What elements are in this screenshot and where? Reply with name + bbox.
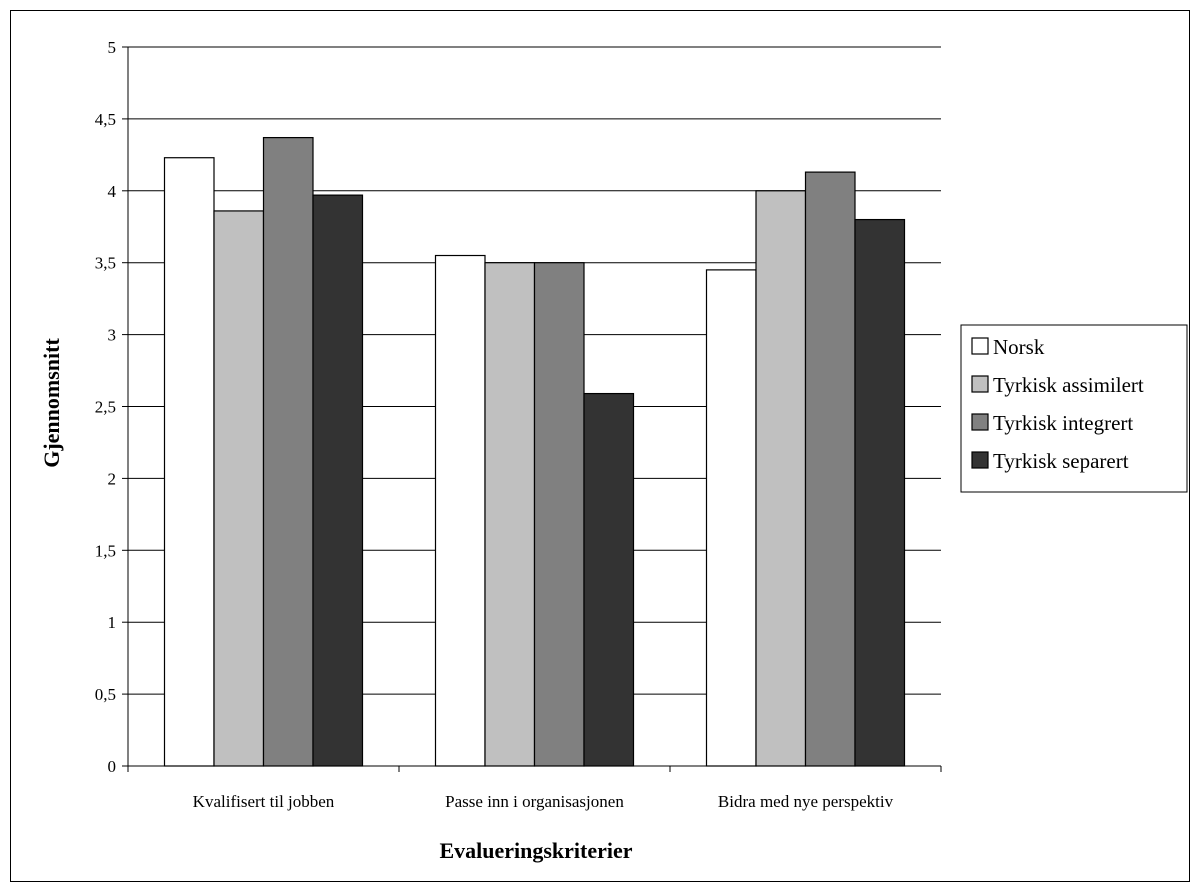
legend-swatch <box>971 451 989 469</box>
x-tick-label: Passe inn i organisasjonen <box>445 792 624 811</box>
bar <box>804 171 856 767</box>
legend-label: Norsk <box>993 335 1045 359</box>
bar <box>213 210 265 767</box>
y-tick-label: 3 <box>108 326 117 345</box>
x-axis-title: Evalueringskriterier <box>439 838 632 863</box>
axes <box>122 46 942 772</box>
y-axis-title: Gjennomsnitt <box>39 338 64 468</box>
legend-label: Tyrkisk assimilert <box>993 373 1144 397</box>
legend-label: Tyrkisk integrert <box>993 411 1133 435</box>
y-tick-labels: 0 0,5 1 1,5 2 2,5 3 3,5 4 4,5 5 <box>95 38 117 776</box>
legend-label: Tyrkisk separert <box>993 449 1129 473</box>
bar <box>705 269 757 767</box>
y-tick-label: 1,5 <box>95 541 116 560</box>
y-tick-label: 2 <box>108 469 117 488</box>
bar <box>484 262 536 767</box>
x-tick-label: Bidra med nye perspektiv <box>718 792 894 811</box>
y-tick-label: 4 <box>108 182 117 201</box>
legend: Norsk Tyrkisk assimilert Tyrkisk integrert… <box>960 324 1188 493</box>
legend-swatch <box>971 375 989 393</box>
bar <box>163 157 215 767</box>
x-tick-label: Kvalifisert til jobben <box>193 792 335 811</box>
bars <box>163 136 906 767</box>
y-tick-label: 0,5 <box>95 685 116 704</box>
y-tick-label: 4,5 <box>95 110 116 129</box>
legend-box <box>960 324 1188 493</box>
bar <box>262 136 314 767</box>
bar <box>312 194 364 767</box>
bar <box>583 392 635 767</box>
y-tick-label: 0 <box>108 757 117 776</box>
bar <box>533 262 585 767</box>
y-tick-label: 2,5 <box>95 398 116 417</box>
bar <box>434 254 486 767</box>
bar <box>755 190 807 767</box>
y-tick-label: 1 <box>108 613 117 632</box>
bar <box>854 218 906 767</box>
legend-swatch <box>971 337 989 355</box>
x-tick-labels: Kvalifisert til jobben Passe inn i organi… <box>193 792 894 811</box>
y-tick-label: 3,5 <box>95 254 116 273</box>
legend-swatch <box>971 413 989 431</box>
y-tick-label: 5 <box>108 38 117 57</box>
